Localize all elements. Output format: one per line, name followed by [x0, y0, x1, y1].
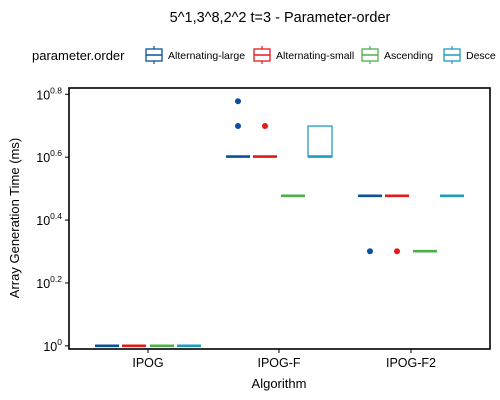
box	[307, 125, 333, 158]
chart-title: 5^1,3^8,2^2 t=3 - Parameter-order	[170, 10, 391, 26]
legend-label: Alternating-small	[276, 50, 354, 62]
legend-title: parameter.order	[32, 48, 125, 63]
legend-item: Ascending	[361, 46, 433, 64]
outlier-point	[235, 98, 241, 105]
x-tick-label: IPOG-F	[257, 356, 300, 370]
outlier-point	[235, 123, 241, 130]
legend-items: Alternating-large Alternating-small Ascend…	[145, 46, 496, 64]
y-tick-label: 100.4	[36, 211, 62, 228]
plot-panel	[68, 87, 491, 350]
legend: parameter.order Alternating-large Alterna…	[32, 46, 496, 64]
y-tick-label: 100.8	[36, 85, 62, 102]
y-tick-label: 100.2	[36, 274, 62, 291]
y-tick-label: 100.6	[36, 148, 62, 165]
x-axis: IPOG IPOG-F IPOG-F2	[132, 349, 436, 370]
outlier-point	[394, 248, 400, 255]
chart-marks	[95, 98, 464, 348]
x-axis-label: Algorithm	[252, 376, 307, 391]
legend-item: Alternating-large	[145, 46, 245, 64]
legend-item: Alternating-small	[253, 46, 354, 64]
y-axis: 100 100.2 100.4 100.6 100.8	[36, 85, 69, 354]
outlier-point	[262, 123, 268, 130]
legend-label: Alternating-large	[168, 50, 245, 62]
legend-item: Desce	[443, 46, 496, 64]
outlier-point	[367, 248, 373, 255]
x-tick-label: IPOG-F2	[386, 356, 436, 370]
y-axis-label: Array Generation Time (ms)	[7, 138, 22, 298]
legend-label: Desce	[466, 50, 496, 62]
x-tick-label: IPOG	[132, 356, 163, 370]
legend-label: Ascending	[384, 50, 433, 62]
y-tick-label: 100	[43, 337, 62, 354]
